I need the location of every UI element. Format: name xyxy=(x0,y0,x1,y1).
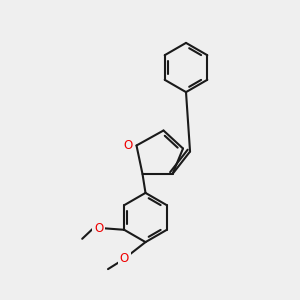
Text: O: O xyxy=(94,222,103,235)
Text: O: O xyxy=(124,139,133,152)
Text: O: O xyxy=(120,252,129,265)
